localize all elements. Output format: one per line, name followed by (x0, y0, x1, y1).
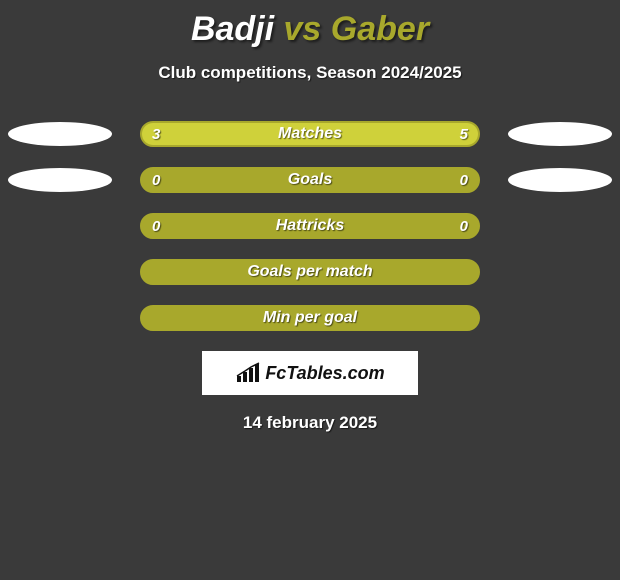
stat-label: Matches (142, 123, 478, 145)
stat-bar: 00Goals (140, 167, 480, 193)
player2-marker (508, 168, 612, 192)
stat-bar: 00Hattricks (140, 213, 480, 239)
logo-text: FcTables.com (265, 363, 384, 384)
stat-row: Min per goal (0, 305, 620, 331)
stat-label: Hattricks (142, 215, 478, 237)
stat-label: Goals per match (142, 261, 478, 283)
stat-label: Min per goal (142, 307, 478, 329)
player1-marker (8, 122, 112, 146)
player2-marker (508, 122, 612, 146)
stat-bar: Goals per match (140, 259, 480, 285)
player2-name: Gaber (331, 10, 429, 48)
player1-marker (8, 168, 112, 192)
stat-label: Goals (142, 169, 478, 191)
stat-row: 35Matches (0, 121, 620, 147)
vs-text: vs (284, 10, 322, 48)
stats-container: 35Matches 00Goals 00Hattricks Goals per mat… (0, 121, 620, 331)
fctables-logo[interactable]: FcTables.com (202, 351, 418, 395)
comparison-title: Badji vs Gaber (0, 0, 620, 49)
stat-bar: Min per goal (140, 305, 480, 331)
stat-row: 00Goals (0, 167, 620, 193)
subtitle: Club competitions, Season 2024/2025 (0, 63, 620, 83)
chart-icon (235, 362, 261, 384)
stat-row: Goals per match (0, 259, 620, 285)
date: 14 february 2025 (0, 413, 620, 433)
player1-name: Badji (191, 10, 274, 48)
stat-row: 00Hattricks (0, 213, 620, 239)
stat-bar: 35Matches (140, 121, 480, 147)
